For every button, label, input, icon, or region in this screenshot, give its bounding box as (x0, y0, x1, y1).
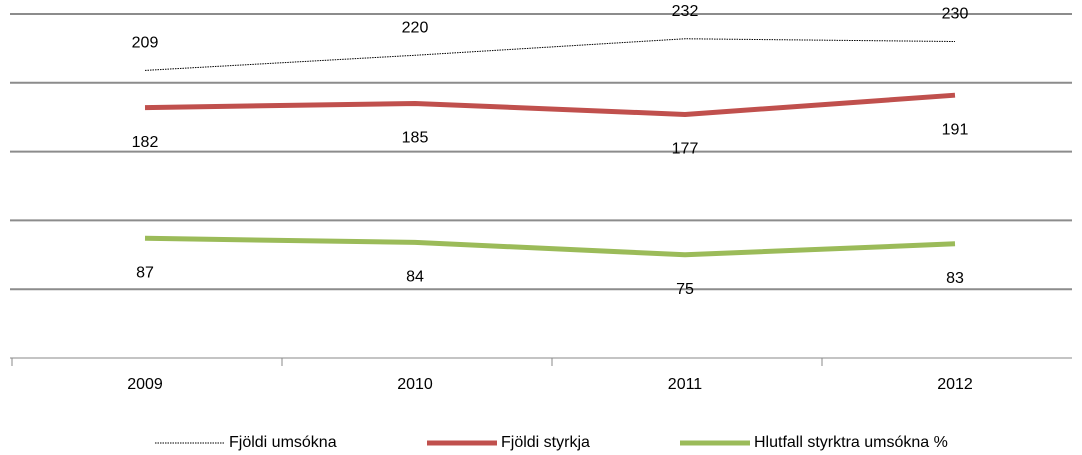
data-label: 87 (136, 265, 154, 282)
data-label: 83 (946, 270, 964, 287)
series-line (144, 235, 956, 258)
x-tick-label: 2009 (127, 376, 163, 393)
data-label: 84 (406, 269, 424, 286)
x-tick-label: 2011 (668, 376, 703, 393)
legend-label: Hlutfall styrktra umsókna % (754, 434, 948, 451)
data-label: 220 (402, 19, 429, 36)
data-label: 177 (672, 141, 699, 158)
legend-label: Fjöldi umsókna (229, 434, 337, 451)
data-label: 191 (942, 121, 969, 138)
series-line (144, 92, 956, 117)
series-line (144, 38, 956, 71)
data-label: 209 (132, 35, 159, 52)
data-label: 185 (402, 130, 429, 147)
legend-label: Fjöldi styrkja (501, 434, 590, 451)
data-label: 75 (676, 281, 694, 298)
data-label: 230 (942, 6, 969, 23)
data-label: 182 (132, 134, 159, 151)
x-tick-label: 2010 (397, 376, 433, 393)
data-label: 232 (672, 3, 699, 20)
x-tick-label: 2012 (937, 376, 973, 393)
